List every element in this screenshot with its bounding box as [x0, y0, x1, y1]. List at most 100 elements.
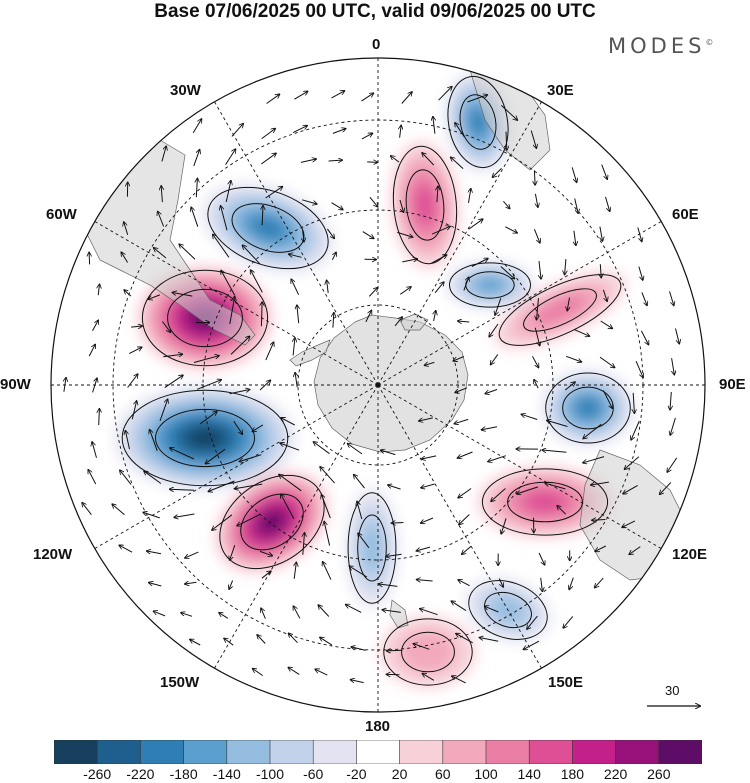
wind-arrow — [240, 454, 262, 462]
wind-arrow — [431, 255, 446, 264]
wind-arrow — [261, 608, 266, 619]
wind-arrow — [545, 483, 566, 490]
anomaly-shading — [532, 294, 588, 326]
wind-arrow — [505, 226, 517, 233]
wind-arrow — [327, 280, 329, 293]
wind-arrow — [537, 298, 539, 319]
map-border — [50, 57, 706, 713]
wind-arrow — [600, 226, 603, 241]
wind-arrow — [191, 207, 199, 227]
wind-arrow — [125, 431, 130, 450]
colorbar-tick-label: -100 — [255, 766, 285, 782]
wind-arrow — [164, 375, 183, 389]
wind-arrow — [358, 533, 370, 549]
wind-arrow — [346, 605, 362, 613]
colorbar-segment — [485, 740, 530, 764]
longitude-label-120w: 120W — [33, 546, 73, 563]
wind-arrow — [315, 669, 328, 676]
wind-arrow — [574, 230, 576, 246]
wind-arrow — [400, 126, 402, 138]
wind-arrow — [331, 91, 345, 99]
wind-arrow — [480, 638, 499, 642]
colorbar-tick-label: 100 — [474, 766, 498, 782]
colorbar-tick-label: -220 — [126, 766, 155, 782]
wind-arrow — [534, 170, 535, 185]
wind-arrow — [233, 420, 243, 434]
wind-arrow — [150, 430, 158, 451]
wind-arrow — [261, 302, 262, 327]
wind-arrow — [124, 222, 129, 236]
wind-arrow — [351, 680, 364, 684]
colorbar-segment — [140, 740, 185, 764]
colorbar-segment — [572, 740, 617, 764]
wind-arrow — [534, 380, 539, 389]
wind-arrow — [660, 482, 672, 495]
anomaly-shading — [251, 216, 285, 240]
colorbar-tick-label: 260 — [647, 766, 671, 782]
wind-arrow — [174, 513, 195, 517]
wind-arrow — [421, 483, 435, 488]
colorbar-segment — [269, 740, 314, 764]
contour-line — [383, 618, 473, 686]
pole-marker — [375, 382, 381, 388]
wind-arrow — [422, 455, 437, 459]
wind-arrow — [458, 580, 470, 587]
colorbar-tick-label: -140 — [212, 766, 241, 782]
wind-arrow — [333, 313, 334, 328]
wind-arrow — [235, 483, 263, 489]
wind-arrow — [205, 448, 226, 464]
wind-arrow — [295, 373, 297, 388]
longitude-label-60w: 60W — [46, 206, 77, 223]
wind-arrow — [421, 517, 434, 523]
longitude-label-0: 0 — [372, 36, 381, 53]
contour-line — [121, 389, 289, 487]
wind-arrow — [455, 387, 468, 393]
wind-arrow — [458, 451, 473, 458]
wind-arrow — [221, 271, 236, 296]
wind-arrow — [154, 611, 166, 617]
wind-arrow — [127, 374, 138, 388]
wind-arrow — [416, 546, 431, 551]
contour-line — [167, 288, 243, 348]
wind-arrow — [451, 601, 467, 612]
wind-arrow — [638, 266, 643, 280]
wind-arrow — [367, 162, 377, 163]
wind-arrow — [154, 248, 167, 259]
meridian-line — [377, 214, 673, 386]
contour-line — [401, 631, 455, 673]
wind-arrow — [361, 133, 373, 140]
wind-arrow — [625, 456, 640, 470]
wind-arrow — [433, 117, 435, 134]
wind-vectors — [64, 87, 679, 684]
anomaly-shading — [261, 512, 283, 532]
wind-arrow — [468, 219, 483, 230]
contour-line — [449, 262, 531, 308]
wind-arrow — [387, 650, 403, 651]
wind-arrow — [401, 92, 412, 104]
wind-arrow — [323, 562, 332, 580]
wind-arrow — [600, 264, 601, 277]
copyright-mark: © — [705, 38, 714, 47]
wind-arrow — [455, 123, 465, 138]
colorbar-tick-label: -260 — [83, 766, 112, 782]
wind-arrow — [521, 414, 538, 420]
wind-arrow — [471, 259, 488, 267]
colorbar-tick-label: -20 — [346, 766, 367, 782]
colorbar-segment — [658, 740, 702, 764]
wind-arrow — [534, 327, 539, 346]
wind-arrow — [485, 606, 499, 613]
wind-arrow — [500, 266, 515, 279]
wind-arrow — [535, 193, 538, 207]
wind-arrow — [193, 356, 219, 363]
wind-arrow — [506, 131, 507, 150]
wind-arrow — [602, 390, 612, 409]
wind-arrow — [231, 124, 243, 137]
wind-arrow — [454, 418, 469, 423]
wind-arrow — [293, 606, 301, 619]
wind-arrow — [99, 409, 100, 426]
wind-arrow — [351, 647, 366, 651]
wind-arrow — [392, 523, 404, 524]
wind-arrow — [458, 321, 470, 322]
contour-line — [523, 288, 597, 332]
wind-arrow — [386, 554, 402, 556]
